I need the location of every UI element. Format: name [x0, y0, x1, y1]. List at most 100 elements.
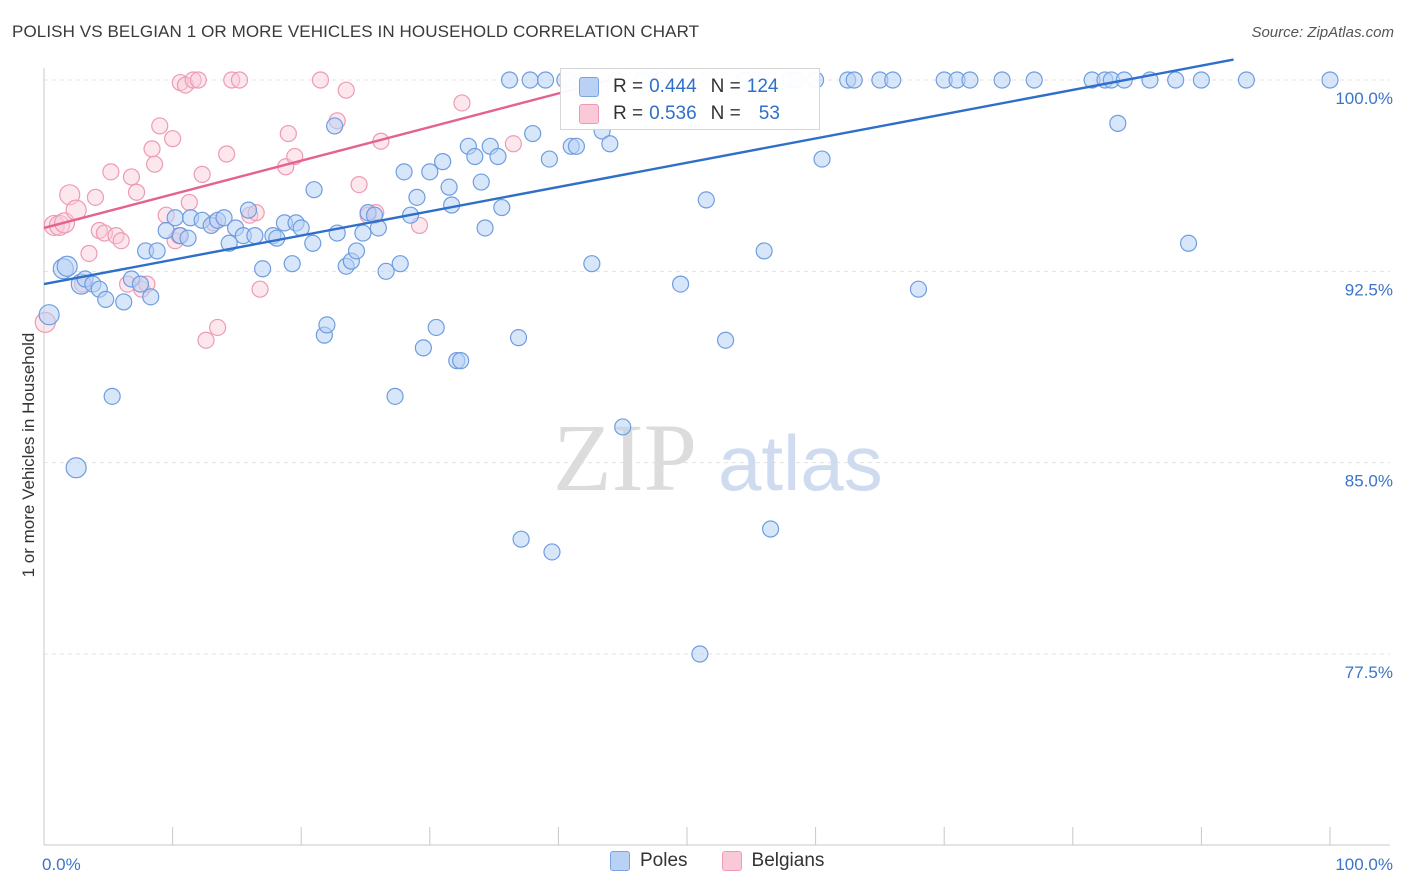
poles-n-value: 124 [746, 76, 779, 97]
poles-point [716, 331, 735, 349]
poles-point [283, 255, 301, 273]
belgians-point [209, 318, 227, 337]
poles-point [318, 316, 336, 334]
poles-point [1109, 114, 1127, 132]
belgians-point [102, 163, 120, 181]
r-label: R = [613, 103, 644, 124]
source-label: Source: ZipAtlas.com [1251, 24, 1394, 41]
y-axis-label: 1 or more Vehicles in Household [19, 333, 38, 578]
belgians-swatch [579, 104, 599, 124]
poles-point [142, 288, 160, 306]
poles-point [524, 124, 542, 143]
poles-point [65, 457, 87, 479]
stats-legend: R = 0.444 N = 124 R = 0.536 N = 53 [560, 68, 820, 130]
tick-labels: 100.0% 92.5% 85.0% 77.5% 0.0% 100.0% [42, 89, 1393, 874]
poles-point [56, 255, 78, 277]
belgians-point [151, 117, 169, 135]
poles-point [536, 71, 555, 89]
poles-point [434, 153, 452, 171]
belgians-point [143, 140, 161, 158]
axes [43, 68, 1390, 846]
poles-point [440, 178, 458, 196]
poles-point [246, 227, 264, 245]
belgians-point [504, 135, 522, 153]
poles-trend-line [43, 58, 1234, 286]
belgians-r-value: 0.536 [649, 103, 697, 124]
poles-point [1167, 71, 1185, 89]
poles-point [215, 209, 233, 227]
x-tick-label: 100.0% [1335, 855, 1393, 874]
poles-legend-label: Poles [640, 850, 688, 871]
belgians-point [453, 94, 471, 112]
poles-point [408, 188, 426, 206]
belgians-point [251, 280, 269, 298]
poles-point [1192, 71, 1211, 89]
series-legend: Poles Belgians [610, 850, 844, 872]
poles-point [813, 150, 831, 168]
poles-point [697, 191, 715, 209]
poles-point [427, 318, 445, 337]
poles-point [993, 71, 1011, 89]
legend-item-belgians[interactable]: Belgians [721, 850, 825, 872]
poles-points [38, 71, 1339, 663]
poles-point [115, 293, 133, 311]
poles-point [909, 280, 928, 298]
trend-lines [43, 58, 1234, 286]
watermark-atlas: atlas [718, 419, 883, 507]
grid-lines [44, 79, 1390, 655]
poles-point [500, 71, 519, 89]
poles-point [583, 255, 601, 273]
poles-point [326, 117, 344, 135]
belgians-point [127, 183, 146, 201]
belgians-point [197, 331, 215, 349]
poles-point [761, 520, 780, 538]
belgians-point [279, 124, 297, 143]
poles-point [97, 290, 115, 308]
r-label: R = [613, 76, 644, 97]
belgians-legend-label: Belgians [751, 850, 825, 871]
poles-point [179, 229, 197, 247]
belgians-legend-swatch [721, 851, 742, 871]
belgians-point [189, 71, 207, 89]
y-tick-label: 77.5% [1345, 663, 1393, 682]
poles-point [103, 387, 121, 405]
belgians-point [86, 188, 105, 206]
poles-point [614, 418, 632, 436]
poles-point [489, 147, 507, 166]
poles-point [961, 71, 979, 89]
poles-point [1237, 71, 1256, 89]
belgians-trend-line [43, 78, 611, 230]
poles-point [452, 352, 470, 370]
poles-point [476, 219, 494, 237]
poles-legend-swatch [610, 851, 630, 871]
poles-point [391, 255, 409, 273]
belgians-point [164, 130, 182, 148]
poles-point [691, 645, 709, 663]
poles-point [395, 163, 413, 181]
poles-point [148, 242, 166, 260]
poles-point [755, 242, 773, 260]
y-tick-label: 92.5% [1345, 280, 1393, 299]
belgians-point [80, 244, 98, 263]
poles-swatch [579, 77, 599, 97]
poles-point [521, 71, 539, 89]
poles-point [567, 137, 586, 155]
poles-point [1025, 71, 1043, 89]
y-tick-label: 85.0% [1345, 472, 1393, 491]
poles-r-value: 0.444 [649, 76, 697, 97]
poles-point [239, 201, 258, 219]
poles-point [1321, 71, 1339, 89]
poles-point [354, 224, 372, 242]
legend-item-poles[interactable]: Poles [610, 850, 688, 872]
n-label: N = [710, 103, 741, 124]
belgians-n-value: 53 [758, 103, 780, 124]
poles-point [1179, 234, 1198, 252]
belgians-point [311, 71, 330, 89]
belgians-point [230, 71, 249, 89]
stats-row-poles: R = 0.444 N = 124 [579, 74, 778, 100]
belgians-point [145, 155, 164, 173]
belgians-point [122, 168, 141, 186]
poles-point [601, 135, 619, 153]
belgians-point [107, 227, 125, 245]
